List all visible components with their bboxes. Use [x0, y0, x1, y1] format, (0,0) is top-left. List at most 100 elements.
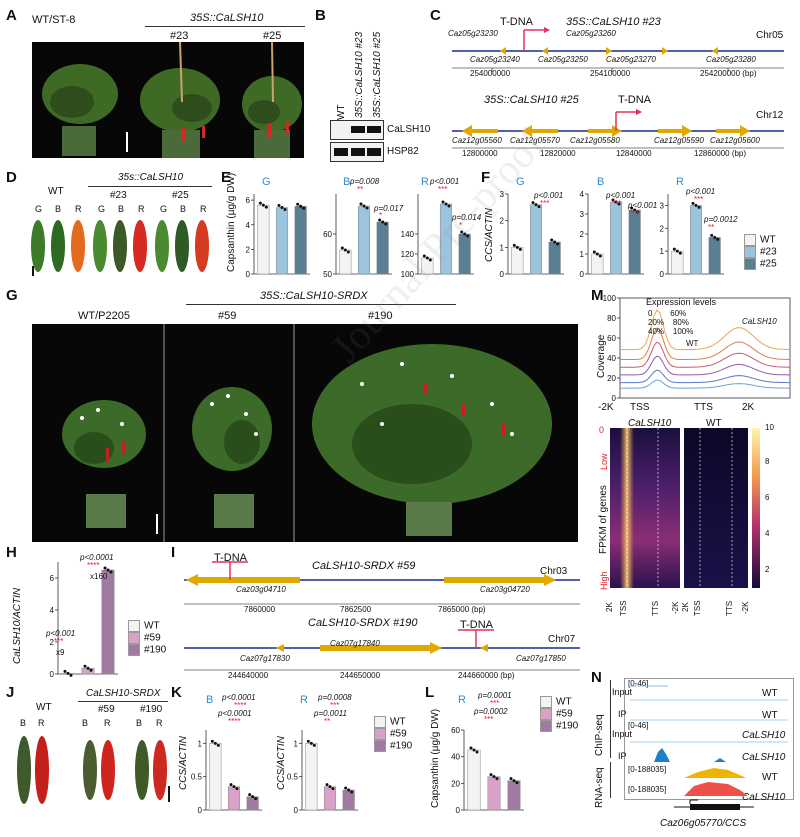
pvalue-l-1: p=0.0001: [478, 691, 512, 700]
fold-h-1: x160: [90, 572, 108, 581]
pvalue-e-b2: p=0.017: [374, 204, 404, 213]
e-r-ticklabel-1: 120: [401, 250, 415, 259]
e-r-dot-1-0: [441, 200, 445, 204]
e-r-dot-1-2: [447, 204, 451, 208]
k-r-dot-0-2: [312, 743, 316, 747]
gene-label-n: Caz06g05770/CCS: [660, 818, 747, 829]
group-d-1: #23: [110, 190, 127, 201]
k-b-dot-1-2: [235, 787, 239, 791]
rna-label-n: RNA-seq: [594, 767, 605, 808]
tick-i1-1: 7862500: [340, 605, 372, 614]
label-line-59g: #59: [218, 310, 237, 322]
m-curve-2: [620, 341, 791, 368]
stars-f-4: ***: [694, 195, 704, 204]
f-r-ticklabel-1: 1: [660, 247, 665, 256]
pvalue-k-4: p=0.0011: [314, 709, 347, 718]
cbar-2: 2: [765, 565, 770, 574]
legend-calsh10-m: CaLSH10: [742, 317, 777, 326]
stage-j-0: B: [20, 718, 27, 728]
heat-high-m: High: [599, 571, 609, 590]
chart-k: 0 0.5 1 0 0.5 1: [191, 730, 358, 815]
k-b-dot-2-1: [251, 795, 255, 799]
f-b-dot-1-1: [614, 200, 618, 204]
gene-i2-2: Caz07g17850: [516, 654, 566, 663]
pvalue-k-3: p=0.0008: [318, 693, 352, 702]
wb-band-calsh10: [330, 120, 384, 140]
f-r-dot-0-2: [678, 251, 682, 255]
row-sample-n-0: WT: [762, 688, 778, 699]
h-ticklabel-0: 0: [50, 670, 55, 679]
m-ticklabel-5: 100: [603, 294, 617, 303]
gene-c2-2: Caz12g05580: [570, 136, 620, 145]
h-ticklabel-1: 2: [50, 638, 55, 647]
heat-x-2: TTS: [651, 600, 660, 616]
f-b-bar-2: [628, 209, 641, 275]
e-r-dot-2-1: [463, 232, 467, 236]
f-g-bar-2: [548, 241, 561, 275]
series-r-f: R: [676, 176, 684, 188]
fruit-photo-j: [17, 736, 170, 804]
tick-i1-0: 7860000: [244, 605, 276, 614]
row-sample-n-3: CaLSH10: [742, 752, 786, 763]
stage-d-7: B: [180, 204, 187, 214]
legend-l: WT #59 #190: [540, 696, 578, 732]
label-line-190g: #190: [368, 310, 393, 322]
e-r-ticklabel-2: 140: [401, 230, 415, 239]
pvalue-f-3: p<0.001: [628, 201, 658, 210]
k-r-ticklabel-1: 0.5: [287, 773, 299, 782]
l-dot-2-1: [512, 779, 516, 783]
legend-l-59: #59: [540, 708, 578, 720]
k-r-ticklabel-0: 0: [294, 806, 299, 815]
series-b-k: B: [206, 694, 214, 706]
f-b-ticklabel-1: 1: [580, 250, 585, 259]
gene-c1-3: Caz05g23260: [566, 29, 616, 38]
f-b-dot-2-2: [636, 210, 640, 214]
legend-title-m: Expression levels: [646, 297, 717, 307]
l-dot-1-2: [495, 777, 499, 781]
panel-label-h: H: [6, 544, 17, 561]
m-ticklabel-1: 20: [607, 374, 616, 383]
l-ticklabel-2: 40: [451, 753, 460, 762]
f-r-dot-1-2: [697, 205, 701, 209]
f-b-dot-0-1: [595, 252, 599, 256]
e-g-ticklabel-3: 6: [246, 196, 251, 205]
e-b-ticklabel-1: 60: [323, 230, 332, 239]
e-g-bar-1: [275, 207, 289, 275]
ylabel-h: CaLSH10/ACTIN: [12, 587, 23, 664]
tick-c2-2: 12840000: [616, 149, 652, 158]
f-g-dot-1-0: [531, 201, 535, 205]
row-sample-n-2: CaLSH10: [742, 730, 786, 741]
level-3: 60%: [670, 309, 687, 318]
tick-c2-3: 12860000 (bp): [694, 149, 747, 158]
stars-k-3: ***: [330, 701, 340, 710]
group-j-0: WT: [36, 702, 52, 713]
e-g-ticklabel-1: 2: [246, 245, 251, 254]
tdna-label-i1: T-DNA: [214, 552, 247, 564]
legend-l-190: #190: [540, 720, 578, 732]
f-b-dot-2-1: [633, 208, 637, 212]
tick-c2-0: 12800000: [462, 149, 498, 158]
e-b-dot-0-1: [343, 248, 347, 252]
f-r-dot-2-0: [710, 233, 714, 237]
l-dot-2-2: [515, 781, 519, 785]
ylabel-l: Capsanthin (µg/g DW): [430, 708, 441, 808]
wb-band-hsp82: [330, 142, 384, 162]
panel-label-l: L: [425, 684, 435, 701]
f-r-ticklabel-2: 2: [660, 224, 665, 233]
l-dot-2-0: [509, 777, 513, 781]
h-dot-2-2: [109, 570, 113, 574]
k-b-dot-0-0: [210, 739, 214, 743]
scale-n-0: [0-46]: [628, 679, 649, 688]
stars-e-r2: *: [459, 221, 463, 230]
heat-x-3: -2K: [671, 601, 680, 614]
f-b-ticklabel-4: 4: [580, 190, 585, 199]
label-wt-p2205: WT/P2205: [78, 310, 130, 322]
k-r-dot-1-0: [325, 783, 329, 787]
xtick-m-0: -2K: [598, 402, 614, 413]
f-g-dot-2-1: [553, 240, 557, 244]
gene-c1-4: Caz05g23270: [606, 55, 656, 64]
xtick-m-2: TTS: [694, 402, 713, 413]
legend-k-59: #59: [374, 728, 412, 740]
row-sample-n-1: WT: [762, 710, 778, 721]
f-r-dot-2-1: [713, 235, 717, 239]
